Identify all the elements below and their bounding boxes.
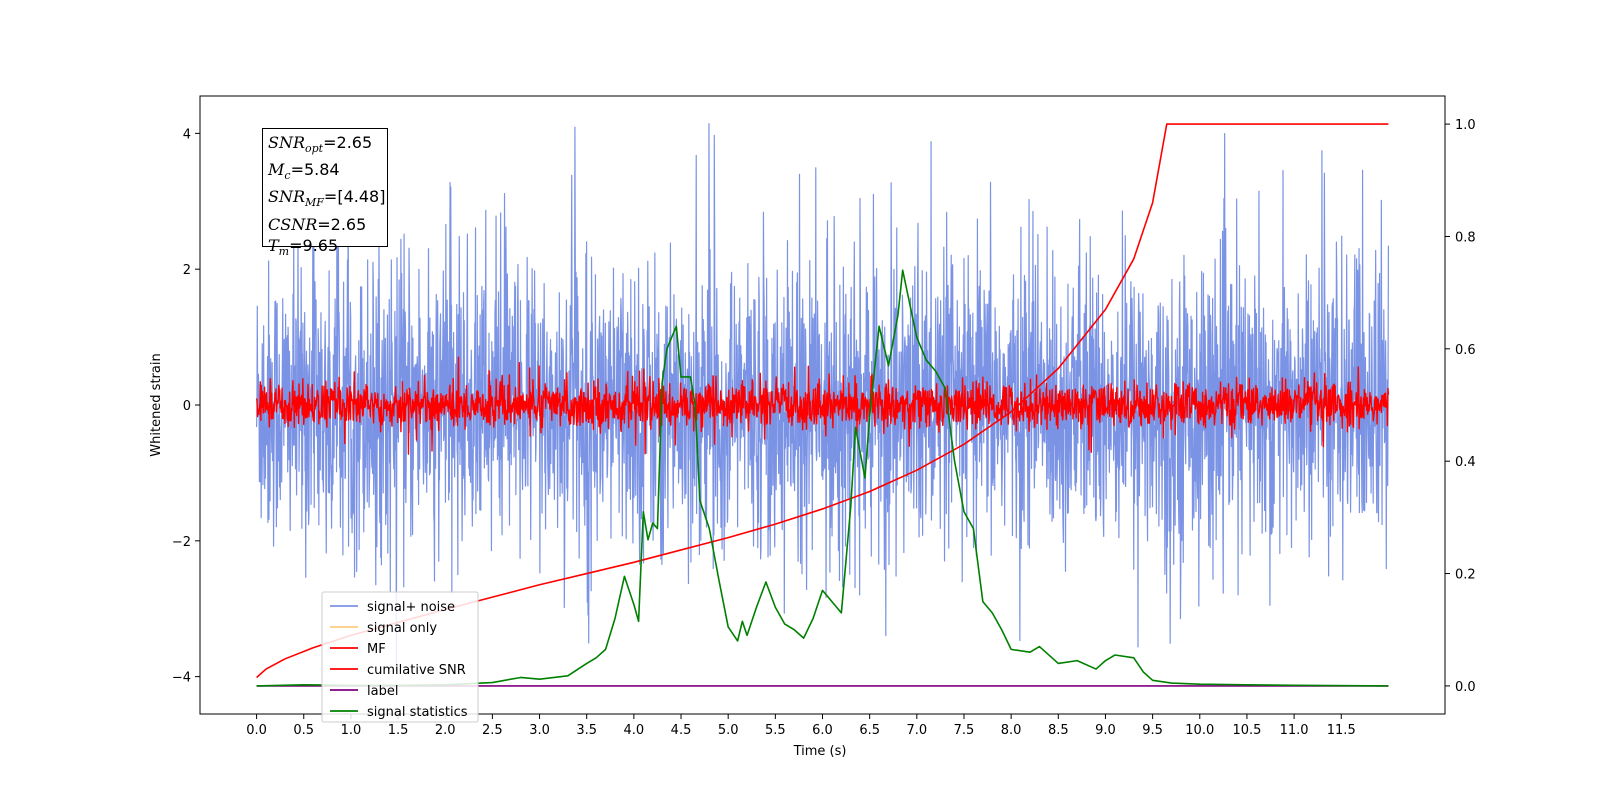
- legend-box: [321, 591, 479, 723]
- legend-label: cumilative SNR: [367, 663, 466, 678]
- y-right-tick-label: 0.4: [1455, 455, 1476, 470]
- x-tick-label: 4.5: [671, 723, 692, 738]
- y-axis-right-ticks: 1.0 0.8 0.6 0.4 0.2 0.0: [1445, 118, 1476, 695]
- x-tick-label: 0.5: [293, 723, 314, 738]
- x-tick-label: 0.0: [246, 723, 267, 738]
- y-right-tick-label: 1.0: [1455, 118, 1476, 133]
- x-tick-label: 6.5: [859, 723, 880, 738]
- x-tick-label: 5.0: [718, 723, 739, 738]
- legend-label: MF: [367, 642, 386, 657]
- annotation-box: SNRopt=2.65 Mc=5.84 SNRMF=[4.48] CSNR=2.…: [262, 128, 388, 258]
- x-tick-label: 11.5: [1327, 723, 1356, 738]
- x-tick-label: 11.0: [1280, 723, 1309, 738]
- x-tick-label: 7.5: [954, 723, 975, 738]
- csnr-line: CSNR=2.65: [268, 214, 367, 234]
- y-right-tick-label: 0.8: [1455, 230, 1476, 245]
- csnr-value: 2.65: [330, 214, 367, 234]
- y-right-tick-label: 0.0: [1455, 680, 1476, 695]
- series-signal-noise: [255, 123, 1390, 671]
- legend: signal+ noise signal only MF cumilative SNR…: [321, 591, 479, 723]
- x-tick-label: 7.0: [906, 723, 927, 738]
- y-left-tick-label: 2: [183, 263, 191, 278]
- y-left-tick-label: −4: [172, 671, 191, 686]
- legend-label: signal statistics: [367, 705, 468, 720]
- x-tick-label: 9.0: [1095, 723, 1116, 738]
- x-tick-label: 3.5: [576, 723, 597, 738]
- legend-label: signal only: [367, 621, 437, 636]
- y-right-tick-label: 0.2: [1455, 568, 1476, 583]
- legend-label: label: [367, 684, 398, 699]
- x-tick-label: 1.5: [388, 723, 409, 738]
- snr-opt-line: SNRopt=2.65: [268, 133, 373, 156]
- y-axis-left-ticks: 4 2 0 −2 −4: [172, 127, 200, 686]
- x-tick-label: 10.5: [1232, 723, 1261, 738]
- y-right-tick-label: 0.6: [1455, 343, 1476, 358]
- snr-mf-value: [4.48]: [337, 187, 386, 207]
- y-left-tick-label: −2: [172, 535, 191, 550]
- x-tick-label: 3.0: [529, 723, 550, 738]
- snr-opt-value: 2.65: [336, 133, 373, 152]
- x-tick-label: 8.5: [1048, 723, 1069, 738]
- x-tick-label: 9.5: [1142, 723, 1163, 738]
- x-tick-label: 1.0: [341, 723, 362, 738]
- legend-label: signal+ noise: [367, 600, 455, 615]
- series-signal-statistics: [256, 269, 1389, 687]
- mc-value: 5.84: [303, 160, 340, 180]
- y-left-tick-label: 0: [183, 399, 191, 414]
- noise-series-layer: [255, 123, 1390, 671]
- x-axis-ticks: 0.0 0.5 1.0 1.5 2.0 2.5 3.0 3.5 4.0 4.5 5.0 5.5 6.0 6…: [246, 714, 1356, 738]
- series-mf: [255, 356, 1390, 455]
- x-tick-label: 6.0: [812, 723, 833, 738]
- tm-line: Tm=9.65: [268, 235, 339, 258]
- x-tick-label: 10.0: [1185, 723, 1214, 738]
- snr-mf-line: SNRMF=[4.48]: [268, 187, 386, 210]
- x-axis-label: Time (s): [793, 744, 847, 759]
- tm-value: 9.65: [302, 235, 339, 255]
- x-tick-label: 5.5: [765, 723, 786, 738]
- mc-line: Mc=5.84: [268, 160, 340, 183]
- x-tick-label: 2.5: [482, 723, 503, 738]
- x-tick-label: 4.0: [624, 723, 645, 738]
- x-tick-label: 2.0: [435, 723, 456, 738]
- y-axis-label: Whitened strain: [149, 353, 164, 456]
- y-left-tick-label: 4: [183, 127, 191, 142]
- x-tick-label: 8.0: [1001, 723, 1022, 738]
